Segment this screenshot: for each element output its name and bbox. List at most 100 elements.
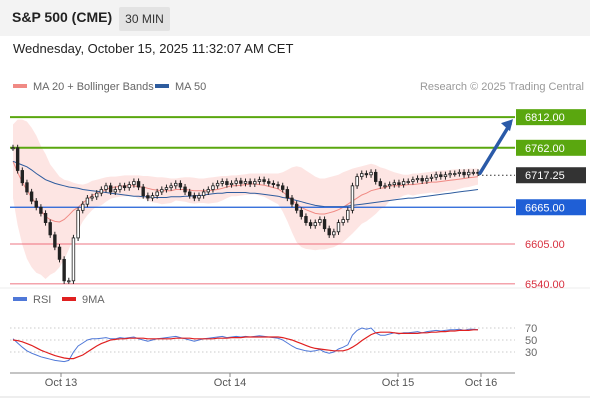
candle: [434, 174, 438, 178]
rsi-ma-legend-label: 9MA: [82, 294, 105, 306]
level-6605-00-label: 6605.00: [525, 239, 565, 251]
candle: [81, 203, 85, 211]
candle: [239, 180, 243, 184]
level-6717-25-badge: [516, 167, 586, 184]
candle: [62, 258, 66, 282]
level-6665-00-label: 6665.00: [525, 202, 565, 214]
candle: [425, 178, 429, 182]
candle: [453, 173, 457, 175]
candle: [206, 189, 210, 193]
candle: [136, 181, 141, 188]
x-tick-label: Oct 14: [214, 377, 246, 389]
candle: [397, 182, 401, 185]
candle: [39, 206, 43, 214]
forecast-arrow-shaft: [478, 122, 512, 175]
candle: [178, 182, 183, 188]
price-legend: MA 20 + Bollinger Bands MA 50 Research ©…: [13, 81, 584, 93]
candle: [71, 237, 76, 282]
candle: [29, 191, 34, 202]
candle: [53, 234, 57, 248]
candle: [462, 171, 466, 176]
rsi-legend: RSI 9MA: [13, 294, 105, 306]
candle: [253, 181, 257, 185]
candle: [164, 187, 169, 190]
candle: [146, 195, 150, 199]
candle: [373, 171, 378, 182]
candle: [271, 182, 276, 185]
candle: [439, 174, 443, 178]
candle: [466, 171, 471, 176]
candle: [248, 181, 252, 185]
candle: [155, 191, 159, 197]
ma50-line: [12, 160, 479, 208]
candle: [443, 174, 448, 178]
x-tick-label: Oct 16: [465, 377, 497, 389]
candle: [183, 186, 187, 193]
price-panel: 6812.00 6762.00 6717.25 6665.00 6605.00 6540.…: [10, 109, 586, 291]
candle: [118, 185, 122, 190]
level-6762-00-label: 6762.00: [525, 143, 565, 155]
candle: [457, 171, 462, 174]
ma50-legend-swatch: [155, 84, 169, 88]
candle: [360, 173, 364, 178]
candle: [262, 179, 266, 182]
rsi-tick-30: 30: [525, 347, 537, 359]
candle: [406, 181, 410, 183]
candle: [327, 228, 331, 236]
instrument-title: S&P 500 (CME): [12, 9, 113, 25]
candle: [122, 185, 127, 189]
candle: [76, 209, 80, 239]
candle: [304, 216, 308, 223]
candle: [197, 195, 201, 199]
forecast-arrow-head: [501, 119, 513, 132]
interval-selector[interactable]: 30 MIN: [119, 7, 170, 31]
candle: [127, 184, 131, 189]
candle: [346, 209, 350, 220]
candle: [201, 191, 206, 197]
candle: [448, 173, 452, 176]
ma20-legend-label: MA 20 + Bollinger Bands: [33, 81, 154, 93]
ma20-legend-swatch: [13, 84, 27, 88]
candle: [285, 189, 290, 199]
candle: [378, 181, 383, 187]
candle: [174, 182, 178, 187]
ma50-legend-label: MA 50: [175, 81, 206, 93]
candle: [104, 185, 108, 190]
candle: [113, 189, 117, 193]
candle: [383, 185, 387, 188]
candle: [11, 147, 15, 150]
candle: [215, 182, 220, 187]
candle: [85, 197, 90, 205]
candle: [471, 171, 476, 174]
level-6665-00-badge: [516, 199, 586, 216]
candle: [34, 200, 38, 208]
candle: [420, 178, 424, 182]
rsi-ma-legend-swatch: [62, 297, 76, 301]
level-6717-25-label: 6717.25: [525, 170, 565, 182]
candle: [355, 176, 359, 187]
x-tick-label: Oct 13: [45, 377, 77, 389]
candle: [411, 179, 415, 182]
level-6762-00-badge: [516, 139, 586, 156]
candle: [401, 181, 406, 185]
x-axis: Oct 13 Oct 14 Oct 15 Oct 16: [10, 372, 515, 389]
level-6812-00-label: 6812.00: [525, 112, 565, 124]
candle: [15, 147, 20, 171]
candle: [341, 219, 345, 223]
research-credit: Research © 2025 Trading Central: [420, 81, 584, 93]
candle: [108, 185, 113, 193]
timestamp: Wednesday, October 15, 2025 11:32:07 AM …: [13, 41, 294, 56]
candle: [294, 203, 299, 211]
candle: [243, 181, 248, 184]
candle: [187, 191, 192, 197]
candle: [308, 222, 313, 227]
candle: [234, 180, 238, 184]
candle: [160, 189, 164, 193]
candle: [57, 246, 62, 260]
candle: [90, 196, 94, 199]
candle: [169, 185, 173, 189]
rsi-ma-line: [12, 329, 478, 360]
candle: [220, 181, 224, 184]
